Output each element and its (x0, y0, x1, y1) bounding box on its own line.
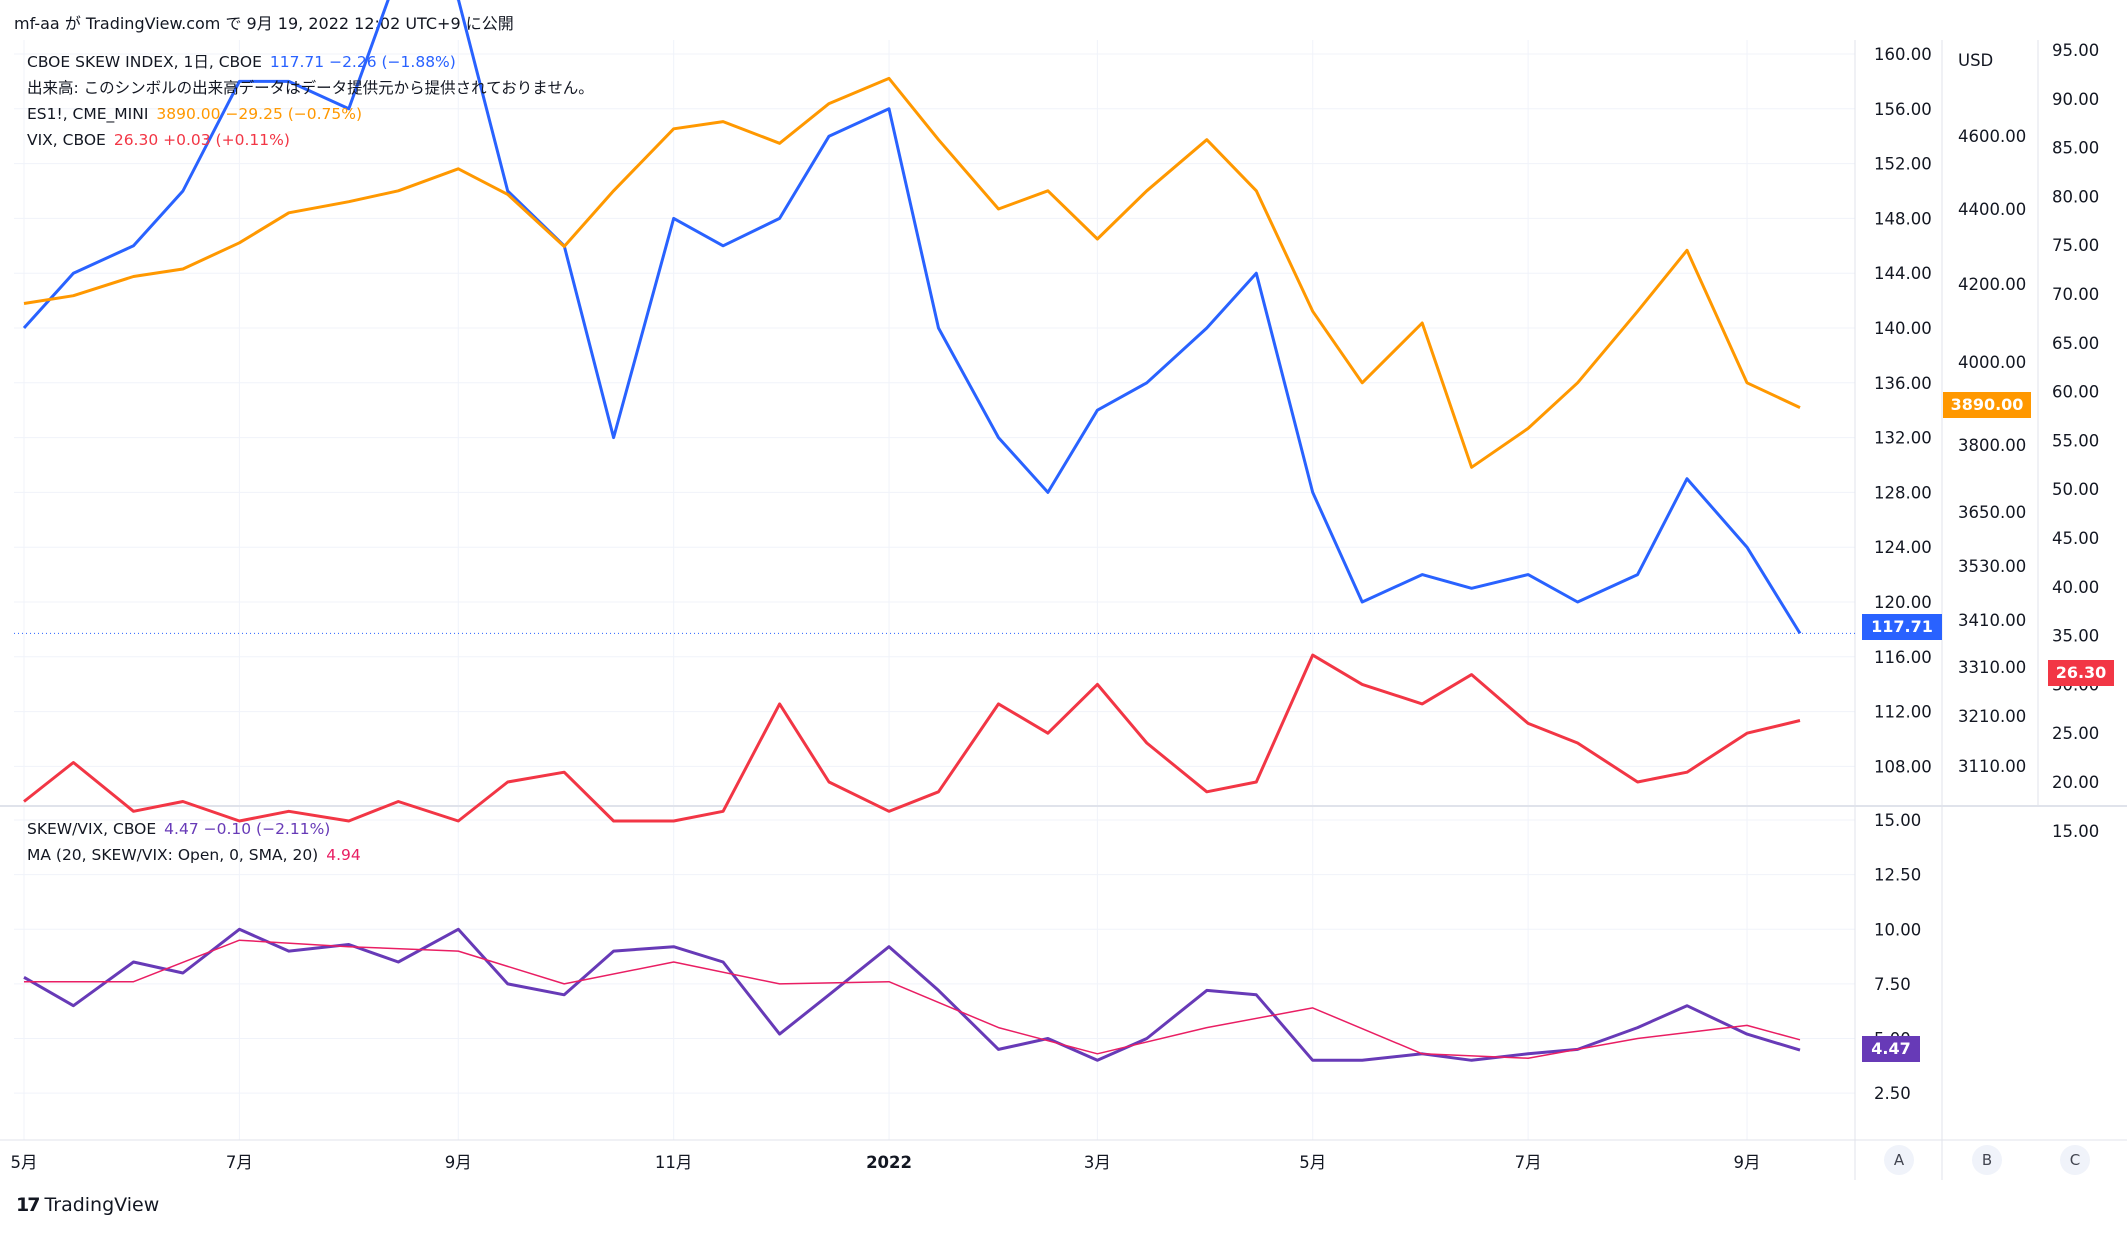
scale-c-tick-label: 90.00 (2052, 90, 2099, 109)
scale-c-tick-label: 70.00 (2052, 285, 2099, 304)
scale-a-tick-label: 120.00 (1874, 593, 1932, 612)
price-scale-b: 4600.00 4400.00 4200.00 4000.00 3800.00 3650.… (1958, 127, 2026, 776)
scale-a-tick-label: 132.00 (1874, 429, 1932, 448)
lower-scale-tick-label: 12.50 (1874, 866, 1921, 885)
series-line-cboe-skew-index (22, 0, 1802, 635)
legend-skew-values: 117.71 −2.26 (−1.88%) (269, 53, 456, 71)
time-tick-label: 5月 (11, 1153, 38, 1172)
legend-skew[interactable]: CBOE SKEW INDEX, 1日, CBOE 117.71 −2.26 (−… (27, 52, 464, 72)
legend-es-values: 3890.00 −29.25 (−0.75%) (156, 105, 363, 123)
time-tick-label: 9月 (1734, 1153, 1761, 1172)
scale-c-tick-label: 15.00 (2052, 822, 2099, 841)
last-price-tag-ratio: 4.47 (1862, 1036, 1920, 1062)
legend-ma[interactable]: MA (20, SKEW/VIX: Open, 0, SMA, 20) 4.94 (27, 845, 369, 865)
lower-scale-tick-label: 15.00 (1874, 811, 1921, 830)
legend-vix-name: VIX, CBOE (27, 131, 106, 149)
legend-es-name: ES1!, CME_MINI (27, 105, 149, 123)
scale-c-tick-label: 95.00 (2052, 41, 2099, 60)
footer-brand[interactable]: 17 TradingView (16, 1194, 159, 1216)
tradingview-logo-icon: 17 (16, 1194, 40, 1216)
grid-lines (14, 40, 1855, 1140)
legend-ratio-name: SKEW/VIX, CBOE (27, 820, 157, 838)
legend-skew-name: CBOE SKEW INDEX, 1日, CBOE (27, 53, 262, 71)
price-scale-a: 160.00 156.00 152.00 148.00 144.00 140.00 136.… (1874, 45, 1932, 776)
scale-button-b[interactable]: B (1972, 1145, 2002, 1175)
legend-ma-name: MA (20, SKEW/VIX: Open, 0, SMA, 20) (27, 846, 319, 864)
series-line-skew-vix (23, 927, 1801, 1062)
time-tick-label: 3月 (1084, 1153, 1111, 1172)
legend-ma-values: 4.94 (326, 846, 361, 864)
series-line-es1- (23, 76, 1801, 469)
scale-c-tick-label: 80.00 (2052, 187, 2099, 206)
scale-a-tick-label: 144.00 (1874, 264, 1932, 283)
time-tick-label: 9月 (445, 1153, 472, 1172)
last-price-tag-vix: 26.30 (2048, 660, 2114, 686)
legend-volume-note: 出来高: このシンボルの出来高データはデータ提供元から提供されておりません。 (27, 79, 594, 97)
publish-caption: mf-aa が TradingView.com で 9月 19, 2022 12… (14, 14, 514, 33)
lower-pane-series (23, 927, 1801, 1062)
legend-es[interactable]: ES1!, CME_MINI 3890.00 −29.25 (−0.75%) (27, 104, 370, 124)
scale-b-tick-label: 3650.00 (1958, 503, 2026, 522)
last-price-tag-es: 3890.00 (1943, 392, 2031, 418)
pane-separators (0, 40, 2127, 1180)
scale-b-tick-label: 3310.00 (1958, 658, 2026, 677)
scale-c-tick-label: 20.00 (2052, 773, 2099, 792)
scale-b-tick-label: 4200.00 (1958, 275, 2026, 294)
scale-a-tick-label: 124.00 (1874, 538, 1932, 557)
legend-vix[interactable]: VIX, CBOE 26.30 +0.03 (+0.11%) (27, 130, 298, 150)
scale-c-tick-label: 25.00 (2052, 724, 2099, 743)
legend-ratio[interactable]: SKEW/VIX, CBOE 4.47 −0.10 (−2.11%) (27, 819, 338, 839)
scale-c-tick-label: 50.00 (2052, 480, 2099, 499)
scale-c-tick-label: 60.00 (2052, 383, 2099, 402)
time-scale: 5月 7月 9月 11月 2022 3月 5月 7月 9月 (11, 1153, 1761, 1172)
scale-a-tick-label: 112.00 (1874, 703, 1932, 722)
time-tick-label: 7月 (226, 1153, 253, 1172)
scale-a-tick-label: 108.00 (1874, 757, 1932, 776)
lower-scale-tick-label: 2.50 (1874, 1084, 1911, 1103)
last-price-tag-skew: 117.71 (1862, 614, 1942, 640)
scale-a-tick-label: 160.00 (1874, 45, 1932, 64)
scale-c-tick-label: 40.00 (2052, 578, 2099, 597)
scale-a-tick-label: 136.00 (1874, 374, 1932, 393)
scale-c-tick-label: 35.00 (2052, 627, 2099, 646)
scale-b-tick-label: 4000.00 (1958, 353, 2026, 372)
time-tick-label: 11月 (655, 1153, 693, 1172)
time-tick-label: 5月 (1299, 1153, 1326, 1172)
scale-a-tick-label: 116.00 (1874, 648, 1932, 667)
legend-vix-values: 26.30 +0.03 (+0.11%) (113, 131, 290, 149)
scale-a-tick-label: 152.00 (1874, 155, 1932, 174)
price-scale-c: 95.00 90.00 85.00 80.00 75.00 70.00 65.00 60.00… (2052, 41, 2099, 841)
scale-b-tick-label: 4400.00 (1958, 200, 2026, 219)
scale-b-tick-label: 3410.00 (1958, 611, 2026, 630)
scale-c-tick-label: 55.00 (2052, 431, 2099, 450)
scale-a-tick-label: 140.00 (1874, 319, 1932, 338)
scale-b-tick-label: 4600.00 (1958, 127, 2026, 146)
scale-c-tick-label: 65.00 (2052, 334, 2099, 353)
scale-c-tick-label: 45.00 (2052, 529, 2099, 548)
scale-a-tick-label: 156.00 (1874, 100, 1932, 119)
scale-b-tick-label: 3800.00 (1958, 436, 2026, 455)
time-tick-label: 7月 (1515, 1153, 1542, 1172)
time-tick-label: 2022 (866, 1153, 912, 1172)
scale-c-tick-label: 85.00 (2052, 139, 2099, 158)
series-line-vix (23, 653, 1801, 823)
scale-c-tick-label: 75.00 (2052, 236, 2099, 255)
footer-brand-text: TradingView (44, 1194, 160, 1216)
scale-b-tick-label: 3110.00 (1958, 757, 2026, 776)
series-line-ma (24, 939, 1801, 1059)
legend-ratio-values: 4.47 −0.10 (−2.11%) (164, 820, 331, 838)
scale-button-c[interactable]: C (2060, 1145, 2090, 1175)
scale-b-tick-label: 3530.00 (1958, 557, 2026, 576)
scale-a-tick-label: 148.00 (1874, 209, 1932, 228)
scale-button-a[interactable]: A (1884, 1145, 1914, 1175)
scale-b-unit: USD (1958, 51, 1993, 70)
lower-scale-tick-label: 10.00 (1874, 920, 1921, 939)
main-pane-series (22, 0, 1802, 823)
lower-scale-tick-label: 7.50 (1874, 975, 1911, 994)
scale-a-tick-label: 128.00 (1874, 483, 1932, 502)
scale-b-tick-label: 3210.00 (1958, 707, 2026, 726)
